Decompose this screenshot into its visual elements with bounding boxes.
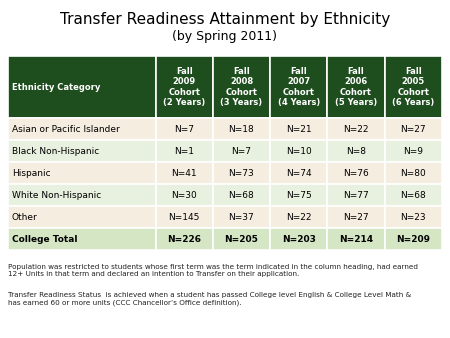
- Bar: [8, 118, 156, 140]
- Bar: [385, 162, 442, 184]
- Bar: [328, 206, 385, 228]
- Bar: [156, 118, 213, 140]
- Text: Population was restricted to students whose first term was the term indicated in: Population was restricted to students wh…: [8, 264, 418, 277]
- Bar: [385, 228, 442, 250]
- Bar: [328, 162, 385, 184]
- Bar: [385, 184, 442, 206]
- Bar: [213, 56, 270, 118]
- Text: Transfer Readiness Status  is achieved when a student has passed College level E: Transfer Readiness Status is achieved wh…: [8, 292, 411, 306]
- Bar: [270, 140, 328, 162]
- Text: N=80: N=80: [400, 169, 426, 177]
- Bar: [270, 184, 328, 206]
- Text: N=23: N=23: [400, 213, 426, 221]
- Text: Asian or Pacific Islander: Asian or Pacific Islander: [12, 124, 120, 134]
- Bar: [385, 56, 442, 118]
- Bar: [270, 162, 328, 184]
- Bar: [8, 140, 156, 162]
- Text: N=22: N=22: [286, 213, 311, 221]
- Text: N=1: N=1: [174, 146, 194, 155]
- Bar: [8, 228, 156, 250]
- Text: N=226: N=226: [167, 235, 201, 243]
- Text: N=10: N=10: [286, 146, 312, 155]
- Bar: [270, 206, 328, 228]
- Text: Fall
2008
Cohort
(3 Years): Fall 2008 Cohort (3 Years): [220, 67, 262, 107]
- Bar: [270, 56, 328, 118]
- Bar: [385, 118, 442, 140]
- Bar: [8, 56, 156, 118]
- Bar: [156, 56, 213, 118]
- Bar: [328, 228, 385, 250]
- Text: N=209: N=209: [396, 235, 430, 243]
- Bar: [156, 206, 213, 228]
- Bar: [156, 140, 213, 162]
- Text: Transfer Readiness Attainment by Ethnicity: Transfer Readiness Attainment by Ethnici…: [60, 12, 390, 27]
- Text: College Total: College Total: [12, 235, 77, 243]
- Text: White Non-Hispanic: White Non-Hispanic: [12, 191, 101, 199]
- Bar: [328, 140, 385, 162]
- Text: N=73: N=73: [229, 169, 254, 177]
- Text: Fall
2006
Cohort
(5 Years): Fall 2006 Cohort (5 Years): [335, 67, 377, 107]
- Text: N=41: N=41: [171, 169, 197, 177]
- Bar: [8, 184, 156, 206]
- Text: N=27: N=27: [400, 124, 426, 134]
- Bar: [8, 162, 156, 184]
- Bar: [156, 184, 213, 206]
- Text: N=77: N=77: [343, 191, 369, 199]
- Bar: [270, 228, 328, 250]
- Text: N=8: N=8: [346, 146, 366, 155]
- Text: N=203: N=203: [282, 235, 316, 243]
- Text: N=205: N=205: [225, 235, 258, 243]
- Bar: [328, 118, 385, 140]
- Text: N=9: N=9: [403, 146, 423, 155]
- Text: N=145: N=145: [168, 213, 200, 221]
- Text: (by Spring 2011): (by Spring 2011): [172, 30, 278, 43]
- Text: N=30: N=30: [171, 191, 197, 199]
- Text: N=27: N=27: [343, 213, 369, 221]
- Text: Fall
2007
Cohort
(4 Years): Fall 2007 Cohort (4 Years): [278, 67, 320, 107]
- Bar: [156, 162, 213, 184]
- Text: Ethnicity Category: Ethnicity Category: [12, 82, 100, 92]
- Bar: [213, 140, 270, 162]
- Text: N=7: N=7: [231, 146, 252, 155]
- Text: Black Non-Hispanic: Black Non-Hispanic: [12, 146, 99, 155]
- Bar: [328, 56, 385, 118]
- Text: N=68: N=68: [229, 191, 254, 199]
- Bar: [385, 140, 442, 162]
- Text: N=74: N=74: [286, 169, 311, 177]
- Text: Other: Other: [12, 213, 38, 221]
- Bar: [213, 162, 270, 184]
- Bar: [8, 206, 156, 228]
- Text: N=37: N=37: [229, 213, 254, 221]
- Text: N=21: N=21: [286, 124, 311, 134]
- Bar: [328, 184, 385, 206]
- Bar: [213, 184, 270, 206]
- Text: N=214: N=214: [339, 235, 373, 243]
- Text: N=68: N=68: [400, 191, 426, 199]
- Text: N=76: N=76: [343, 169, 369, 177]
- Text: N=7: N=7: [174, 124, 194, 134]
- Bar: [156, 228, 213, 250]
- Bar: [385, 206, 442, 228]
- Bar: [270, 118, 328, 140]
- Text: N=18: N=18: [229, 124, 254, 134]
- Bar: [213, 228, 270, 250]
- Bar: [213, 118, 270, 140]
- Text: N=22: N=22: [343, 124, 369, 134]
- Bar: [213, 206, 270, 228]
- Text: Fall
2009
Cohort
(2 Years): Fall 2009 Cohort (2 Years): [163, 67, 205, 107]
- Text: Fall
2005
Cohort
(6 Years): Fall 2005 Cohort (6 Years): [392, 67, 435, 107]
- Text: N=75: N=75: [286, 191, 312, 199]
- Text: Hispanic: Hispanic: [12, 169, 50, 177]
